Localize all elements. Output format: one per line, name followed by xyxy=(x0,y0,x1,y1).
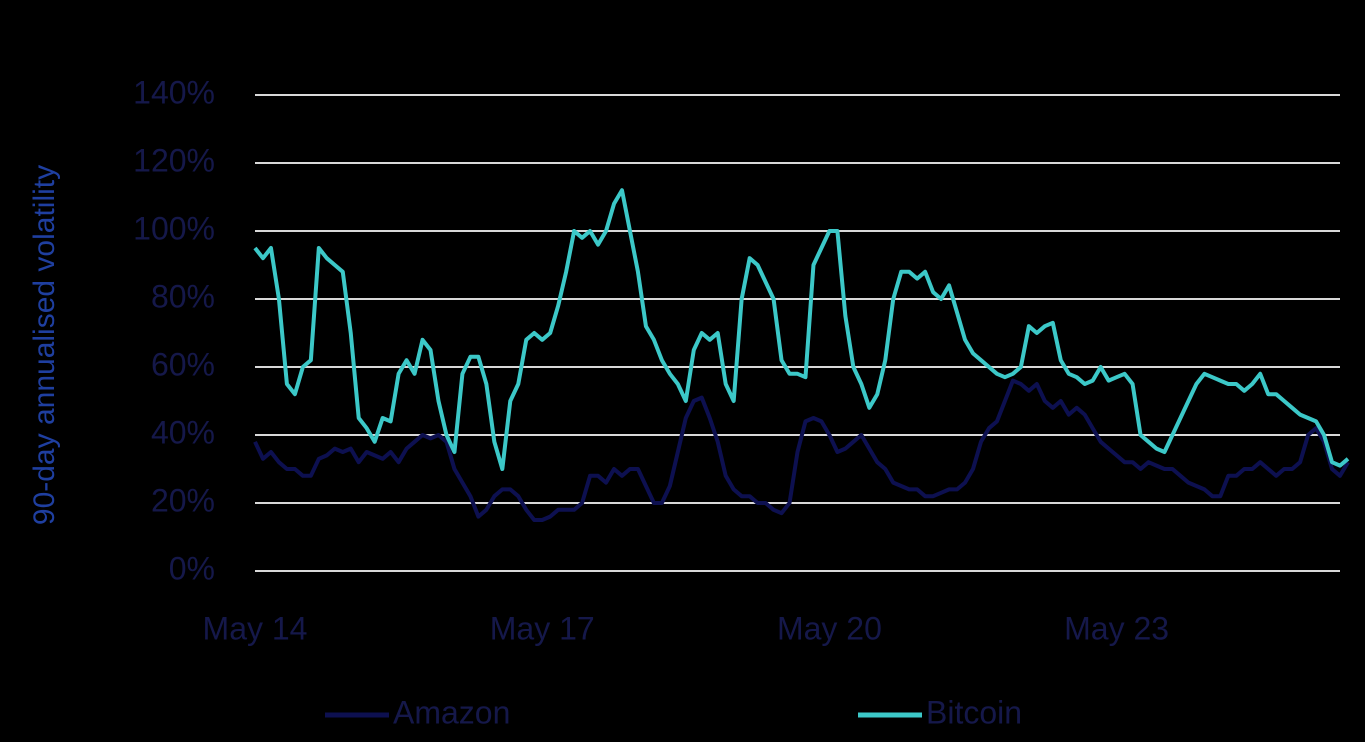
line-series xyxy=(253,188,1350,471)
x-tick-label: May 17 xyxy=(490,610,595,646)
x-tick-label: May 14 xyxy=(203,610,308,646)
y-tick-label: 20% xyxy=(151,482,215,518)
line-series xyxy=(253,378,1350,522)
x-tick-label: May 23 xyxy=(1064,610,1169,646)
y-tick-label: 60% xyxy=(151,346,215,382)
y-tick-label: 80% xyxy=(151,278,215,314)
y-tick-label: 100% xyxy=(133,210,215,246)
legend-label: Bitcoin xyxy=(926,694,1022,730)
y-tick-label: 140% xyxy=(133,74,215,110)
y-tick-label: 120% xyxy=(133,142,215,178)
x-tick-label: May 20 xyxy=(777,610,882,646)
y-tick-label: 40% xyxy=(151,414,215,450)
y-tick-label: 0% xyxy=(169,550,215,586)
y-axis-label: 90-day annualised volatility xyxy=(28,165,61,525)
legend-label: Amazon xyxy=(393,694,510,730)
